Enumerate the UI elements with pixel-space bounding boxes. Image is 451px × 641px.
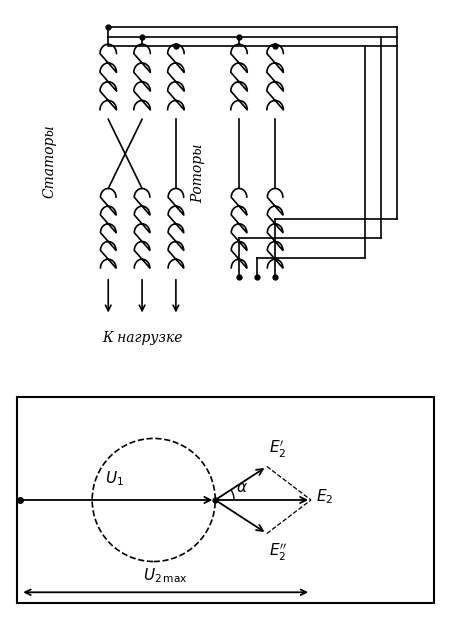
Text: К нагрузке: К нагрузке xyxy=(102,331,182,345)
Text: Роторы: Роторы xyxy=(191,144,206,203)
Text: $E_2''$: $E_2''$ xyxy=(268,542,287,563)
Text: $U_1$: $U_1$ xyxy=(105,469,124,488)
Text: $E_2'$: $E_2'$ xyxy=(268,438,286,460)
Text: Статоры: Статоры xyxy=(42,125,57,198)
Text: $\alpha$: $\alpha$ xyxy=(236,481,248,495)
Text: $U_{2\,\mathrm{max}}$: $U_{2\,\mathrm{max}}$ xyxy=(143,567,188,585)
Text: $E_2$: $E_2$ xyxy=(316,487,333,506)
